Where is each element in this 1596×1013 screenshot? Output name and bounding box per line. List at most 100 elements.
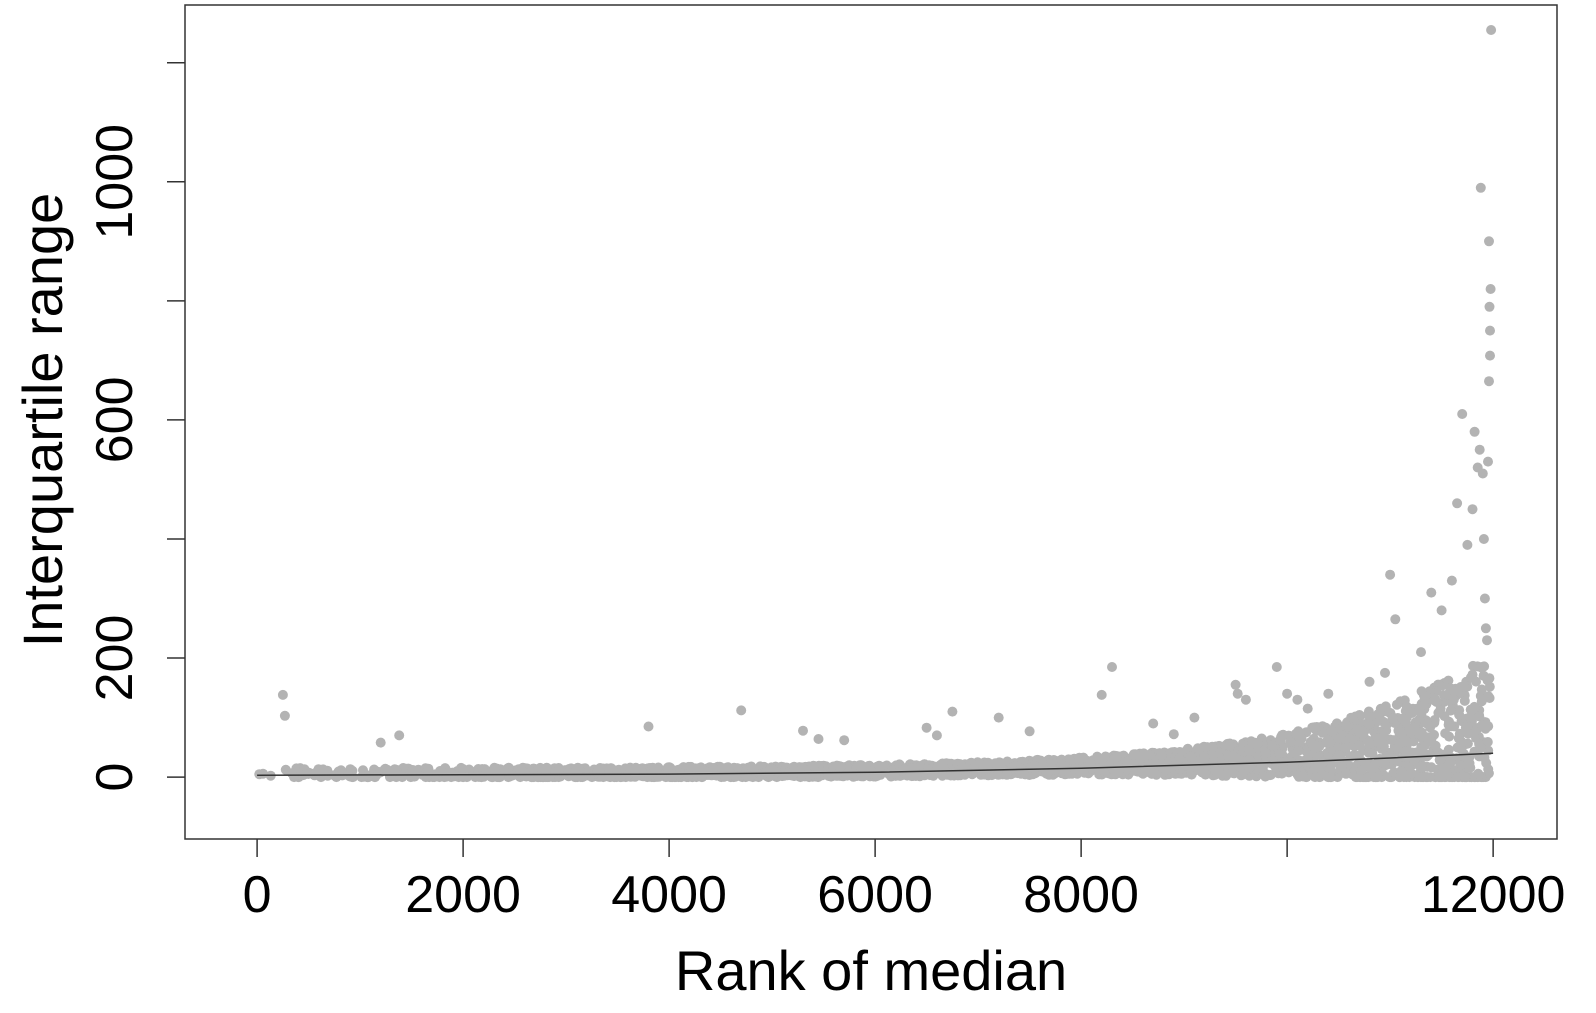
data-point <box>1078 752 1089 763</box>
data-point <box>1302 703 1313 714</box>
data-point <box>499 766 510 777</box>
data-point <box>1446 575 1457 586</box>
data-point <box>1467 669 1478 680</box>
data-point <box>1296 733 1307 744</box>
data-point <box>604 770 615 781</box>
data-point <box>1396 766 1406 777</box>
data-point <box>1024 726 1035 737</box>
data-point <box>1469 701 1480 712</box>
x-axis-title: Rank of median <box>675 939 1067 1002</box>
data-point <box>1460 722 1471 733</box>
data-point <box>1147 758 1158 769</box>
data-point <box>1379 758 1390 769</box>
data-point <box>813 734 824 744</box>
data-point <box>1480 623 1491 634</box>
data-point <box>1168 729 1179 740</box>
data-point <box>595 763 606 773</box>
data-point <box>1417 747 1428 758</box>
data-point <box>1240 694 1251 705</box>
data-point <box>1364 676 1375 687</box>
data-point <box>993 712 1004 723</box>
data-point <box>382 764 393 775</box>
data-point <box>1356 765 1367 776</box>
data-point <box>1422 718 1432 729</box>
data-point <box>732 763 743 774</box>
data-point <box>1267 740 1277 751</box>
data-point <box>1045 758 1056 769</box>
data-point <box>1483 691 1494 702</box>
data-point <box>358 771 369 782</box>
data-point <box>1232 688 1243 699</box>
data-point <box>685 761 696 772</box>
data-point <box>289 772 300 783</box>
data-point <box>1474 444 1485 455</box>
data-point <box>1391 755 1402 766</box>
data-point <box>833 761 844 771</box>
data-point <box>643 721 654 732</box>
x-tick-label: 2000 <box>405 866 521 924</box>
data-point <box>1445 757 1456 767</box>
data-point <box>1260 747 1271 758</box>
data-point <box>279 710 290 721</box>
data-point <box>1186 769 1197 780</box>
data-point <box>1037 760 1048 771</box>
data-point <box>1341 719 1351 730</box>
trend-line <box>257 752 1494 777</box>
data-point <box>1380 667 1390 678</box>
x-tick-label: 6000 <box>817 866 933 924</box>
data-point <box>1452 498 1463 509</box>
data-point <box>1462 539 1473 550</box>
data-point <box>1482 737 1493 747</box>
data-point <box>1352 724 1363 735</box>
data-point <box>1315 763 1326 774</box>
y-axis-title: Interquartile range <box>11 193 74 648</box>
data-point <box>1265 770 1276 780</box>
x-axis: 0 2000 4000 6000 8000 12000 <box>243 839 1566 924</box>
data-point <box>1477 468 1488 479</box>
data-point <box>1474 711 1485 722</box>
data-point <box>1459 681 1469 692</box>
data-point <box>1256 762 1266 773</box>
data-point <box>1334 750 1345 761</box>
data-point <box>839 735 850 746</box>
data-point <box>1064 754 1075 765</box>
x-tick-label: 12000 <box>1421 866 1566 924</box>
data-point <box>662 763 673 774</box>
data-point <box>1244 762 1255 773</box>
data-point <box>696 771 707 782</box>
data-point <box>871 771 882 782</box>
data-point <box>1207 741 1218 752</box>
plot-frame <box>184 4 1558 840</box>
data-point <box>1400 746 1411 757</box>
data-point <box>923 764 934 775</box>
data-point <box>1417 772 1428 783</box>
data-point <box>787 769 798 780</box>
data-point <box>1477 662 1487 672</box>
data-point <box>1364 719 1375 730</box>
data-point <box>574 770 584 781</box>
data-point <box>1469 426 1480 437</box>
data-point <box>1429 715 1440 725</box>
data-point <box>533 770 544 781</box>
data-point <box>1324 737 1335 748</box>
data-point <box>1340 742 1351 753</box>
data-point <box>1210 765 1221 776</box>
data-point <box>1380 701 1391 712</box>
data-point <box>848 768 859 779</box>
data-point <box>1426 737 1437 748</box>
data-point <box>458 772 469 783</box>
data-point <box>1482 635 1492 646</box>
data-point <box>1199 768 1210 779</box>
data-point <box>1390 614 1401 625</box>
data-point <box>535 762 546 773</box>
data-point <box>1482 675 1493 686</box>
data-point <box>474 771 485 782</box>
data-point <box>1415 761 1426 772</box>
data-point <box>394 730 405 741</box>
data-point <box>375 737 386 748</box>
data-point <box>1314 741 1325 752</box>
data-point <box>1476 720 1487 731</box>
data-point <box>1372 733 1383 744</box>
data-point <box>1445 705 1456 716</box>
data-point <box>1373 709 1384 720</box>
